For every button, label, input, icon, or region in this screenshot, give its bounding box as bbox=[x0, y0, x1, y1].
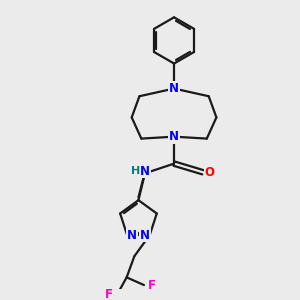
Text: N: N bbox=[169, 130, 179, 143]
Text: N: N bbox=[140, 229, 150, 242]
Text: F: F bbox=[148, 279, 156, 292]
Text: H: H bbox=[131, 166, 140, 176]
Text: F: F bbox=[105, 288, 113, 300]
Text: N: N bbox=[169, 82, 179, 95]
Text: O: O bbox=[205, 166, 215, 179]
Text: N: N bbox=[140, 165, 150, 178]
Text: N: N bbox=[127, 229, 137, 242]
